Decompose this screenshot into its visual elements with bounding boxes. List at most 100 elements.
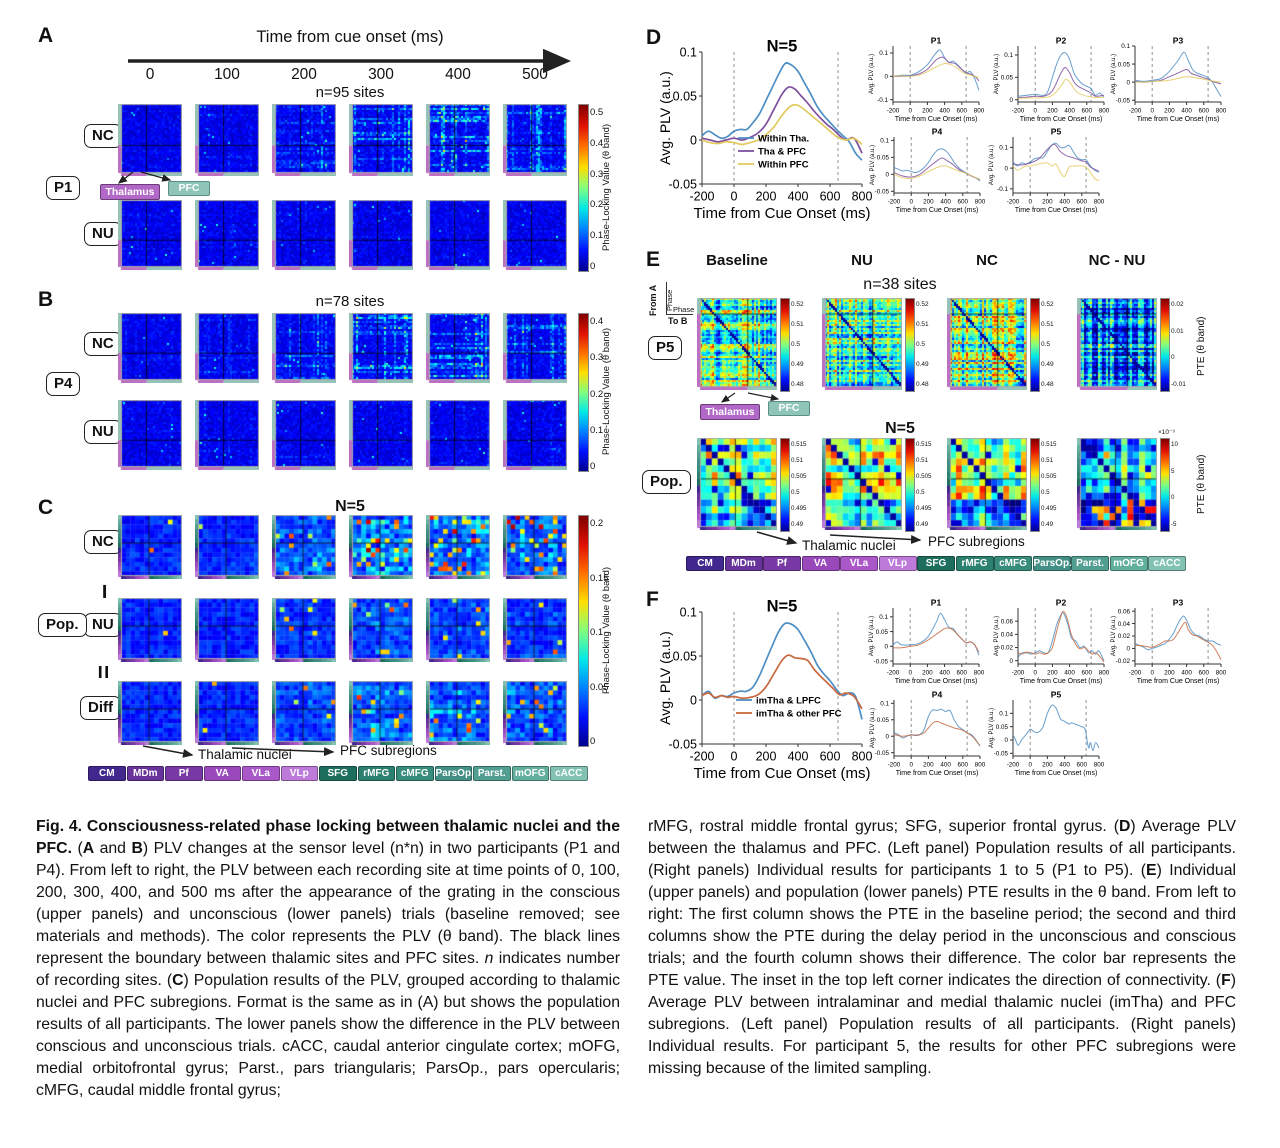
region-chip: mOFG [1109, 556, 1148, 571]
region-chip: CM [686, 556, 724, 571]
participant-label-p5: P5 [648, 336, 683, 360]
svg-text:Time from Cue Onset (ms): Time from Cue Onset (ms) [1137, 678, 1220, 685]
inset-phase-horizontal: Phase [673, 305, 695, 314]
svg-text:0: 0 [885, 733, 889, 740]
pte-matrix-pop [697, 438, 777, 530]
colorbar-e-pop-tick: 0.515 [916, 441, 932, 448]
svg-text:600: 600 [1199, 107, 1210, 114]
panel-a-sites: n=95 sites [315, 84, 385, 101]
pfc-tag-e: PFC [768, 401, 810, 416]
svg-text:0.05: 0.05 [877, 155, 890, 162]
chart-f-main: N=5 0.1 0.05 0 -0.05-200 0 200 400 600 800 Avg. PL… [657, 598, 872, 783]
chart-d-p1-title: P1 [931, 36, 942, 46]
colorbar-e-p5-tick: 0.49 [791, 361, 804, 368]
svg-text:0.06: 0.06 [1001, 618, 1014, 625]
caption-segment: rMFG, rostral middle frontal gyrus; SFG,… [648, 818, 1119, 835]
svg-text:-0.05: -0.05 [669, 737, 698, 751]
svg-text:800: 800 [975, 761, 986, 768]
region-chip: VLa [242, 766, 280, 781]
colorbar-e-pop-tick: 0.49 [916, 521, 929, 528]
region-chip: VLa [840, 556, 878, 571]
inset-from-a: From A [648, 284, 658, 316]
svg-text:0.05: 0.05 [1001, 75, 1014, 82]
plv-matrix-c-nu [272, 598, 336, 662]
colorbar-e-p5 [780, 298, 790, 392]
svg-text:400: 400 [1064, 669, 1075, 676]
chart-f-main-title: N=5 [767, 598, 798, 616]
panel-a-label: A [38, 24, 54, 47]
plv-matrix-c-nu [426, 598, 490, 662]
svg-text:0.05: 0.05 [1118, 61, 1131, 68]
colorbar-e-pop-tick: 0.51 [1041, 457, 1054, 464]
svg-text:Avg. PLV (a.u.): Avg. PLV (a.u.) [870, 145, 876, 185]
thalamic-nuclei-annotation: Thalamic nuclei [198, 747, 292, 762]
svg-text:0: 0 [1004, 737, 1008, 744]
region-chip: SFG [319, 766, 357, 781]
svg-text:200: 200 [1042, 761, 1053, 768]
time-tick: 0 [145, 66, 155, 83]
svg-text:-0.1: -0.1 [997, 186, 1008, 193]
svg-text:Time from Cue Onset (ms): Time from Cue Onset (ms) [1015, 770, 1098, 777]
colorbar-e-p5-tick: 0.02 [1171, 301, 1184, 308]
svg-text:600: 600 [1199, 669, 1210, 676]
region-chip: cACC [1148, 556, 1186, 571]
svg-text:-200: -200 [1012, 669, 1025, 676]
colorbar-a [578, 104, 589, 272]
panel-b-sites: n=78 sites [315, 293, 385, 310]
colorbar-e-p5-tick: 0.51 [916, 321, 929, 328]
svg-text:Avg. PLV (a.u.): Avg. PLV (a.u.) [1111, 54, 1117, 94]
colorbar-e-pop [905, 438, 915, 532]
thalamic-nuclei-annotation-e: Thalamic nuclei [802, 538, 896, 553]
panel-c-label: C [38, 496, 54, 519]
colorbar-b-label: Phase-Locking Value (θ band) [601, 327, 612, 456]
time-tick: 300 [368, 66, 394, 83]
svg-text:imTha & LPFC: imTha & LPFC [756, 696, 821, 707]
caption-left-column: Fig. 4. Consciousness-related phase lock… [36, 816, 620, 1102]
thalamus-tag: Thalamus [100, 184, 160, 200]
colorbar-e-pop-tick: 0 [1171, 494, 1175, 502]
colorbar-e-pop-tick: 0.505 [916, 473, 932, 480]
svg-text:Avg. PLV (a.u.): Avg. PLV (a.u.) [657, 631, 673, 725]
region-chip: VLp [878, 556, 917, 571]
chart-f-p5-title: P5 [1051, 690, 1062, 700]
colorbar-e-pop-tick: 5 [1171, 467, 1175, 475]
row-label-nu-c: NU [84, 613, 122, 637]
colorbar-a-tick: 0.3 [590, 168, 604, 180]
svg-text:0.02: 0.02 [1001, 645, 1014, 652]
region-chip: Parst. [473, 766, 511, 781]
svg-text:400: 400 [940, 198, 951, 205]
svg-text:0: 0 [1028, 198, 1032, 205]
svg-text:800: 800 [1216, 669, 1227, 676]
region-chip: rMFG [955, 556, 994, 571]
region-chip: VA [203, 766, 241, 781]
chart-d-p3: P3 0.1 0.05 0 -0.05 -200 0 200 400 600 800 Avg. PLV… [1111, 36, 1227, 124]
svg-text:800: 800 [852, 190, 873, 204]
svg-text:-0.05: -0.05 [874, 658, 889, 665]
colorbar-e-p5 [1160, 298, 1170, 392]
svg-text:600: 600 [1082, 669, 1093, 676]
svg-text:Avg. PLV (a.u.): Avg. PLV (a.u.) [869, 54, 875, 94]
svg-text:0.1: 0.1 [879, 614, 888, 621]
colorbar-e-p5-tick: 0.01 [1171, 327, 1184, 335]
svg-text:0: 0 [1033, 107, 1037, 114]
plv-matrix-a-nu [118, 200, 182, 270]
chart-d-p3-title: P3 [1173, 36, 1184, 46]
colorbar-e-pop-tick: -5 [1171, 521, 1177, 528]
svg-text:200: 200 [922, 669, 933, 676]
caption-segment: A [82, 840, 95, 857]
svg-text:-0.1: -0.1 [877, 97, 888, 104]
plv-matrix-c-nc [272, 515, 336, 579]
svg-text:Time from Cue Onset (ms): Time from Cue Onset (ms) [895, 678, 978, 685]
chart-f-p1-title: P1 [931, 598, 942, 608]
participant-label-p1: P1 [46, 176, 81, 200]
svg-text:200: 200 [1042, 198, 1053, 205]
svg-text:Time from Cue Onset (ms): Time from Cue Onset (ms) [1015, 207, 1098, 214]
colorbar-c-tick: 0 [590, 736, 596, 747]
caption-segment: E [1146, 862, 1157, 879]
svg-text:600: 600 [958, 198, 969, 205]
chart-d-p4: P4 0.1 0.05 0 -0.05 -200 0 200 400 600 800 Avg. PLV… [870, 127, 986, 215]
svg-text:400: 400 [788, 750, 809, 764]
caption-segment: ( [77, 840, 83, 857]
svg-text:400: 400 [1181, 669, 1192, 676]
colorbar-e-pop-tick: 0.515 [791, 441, 807, 448]
